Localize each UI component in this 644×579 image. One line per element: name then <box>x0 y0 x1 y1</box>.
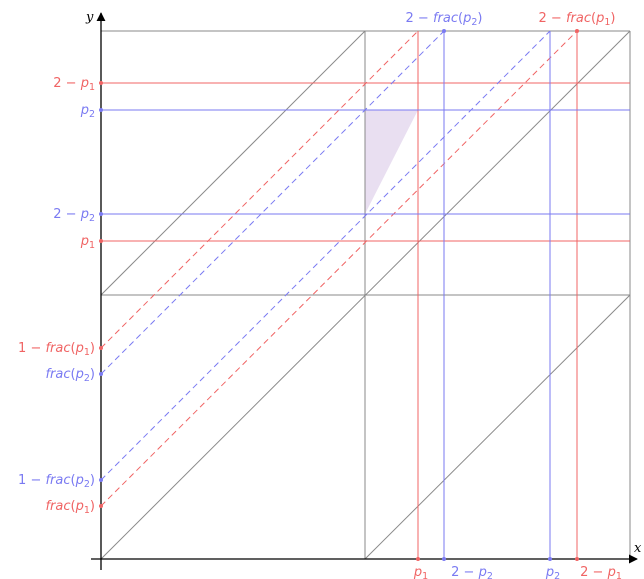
left-label-two-minus-p1: 2 − p1 <box>53 76 95 93</box>
left-label-one-minus-frac-p2: 1 − frac(p2) <box>18 473 95 490</box>
red-dashed-lines <box>100 30 578 507</box>
x-axis-label: x <box>634 541 642 556</box>
left-dot-one-minus-frac-p1 <box>99 346 103 350</box>
left-label-p2: p2 <box>80 103 95 120</box>
bottom-labels: p1 2 − p2 p2 2 − p1 <box>413 565 622 579</box>
left-label-one-minus-frac-p1: 1 − frac(p1) <box>18 341 95 358</box>
left-label-p1: p1 <box>80 234 95 251</box>
bottom-label-p1: p1 <box>413 565 428 579</box>
left-dot-frac-p2 <box>99 372 103 376</box>
y-axis-label: y <box>85 10 94 25</box>
red-lines <box>101 31 630 559</box>
bottom-dot-p2 <box>548 557 552 561</box>
dashed-line-one-minus-frac-p1 <box>100 30 419 349</box>
top-label-two-minus-frac-p1: 2 − frac(p1) <box>539 11 616 28</box>
axes: x y <box>85 10 642 570</box>
top-label-two-minus-frac-p2: 2 − frac(p2) <box>406 11 483 28</box>
shaded-region <box>365 110 418 214</box>
bottom-dot-p1 <box>416 557 420 561</box>
dashed-line-one-minus-frac-p2 <box>100 30 551 481</box>
left-label-frac-p2: frac(p2) <box>45 367 95 384</box>
bottom-label-p2: p2 <box>545 565 560 579</box>
left-dot-p1 <box>99 239 103 243</box>
diagonal-line-1 <box>100 30 366 296</box>
tick-dots <box>99 29 579 561</box>
bottom-label-two-minus-p1: 2 − p1 <box>580 565 622 579</box>
left-dot-p2 <box>99 108 103 112</box>
left-dot-two-minus-p2 <box>99 212 103 216</box>
left-dot-frac-p1 <box>99 504 103 508</box>
bottom-dot-two-minus-p2 <box>442 557 446 561</box>
bottom-label-two-minus-p2: 2 − p2 <box>451 565 493 579</box>
blue-dashed-lines <box>100 30 551 481</box>
dashed-line-frac-p2 <box>100 30 445 375</box>
dashed-line-frac-p1 <box>100 30 578 507</box>
top-labels: 2 − frac(p2) 2 − frac(p1) <box>406 11 616 28</box>
top-dot-two-minus-frac-p1 <box>575 29 579 33</box>
diagonal-line-3 <box>364 294 631 560</box>
left-dot-two-minus-p1 <box>99 81 103 85</box>
bottom-dot-two-minus-p1 <box>575 557 579 561</box>
grid-lines <box>100 30 631 560</box>
left-label-two-minus-p2: 2 − p2 <box>53 207 95 224</box>
diagonal-line-2 <box>100 30 631 560</box>
left-dot-one-minus-frac-p2 <box>99 478 103 482</box>
top-dot-two-minus-frac-p2 <box>442 29 446 33</box>
left-label-frac-p1: frac(p1) <box>45 499 95 516</box>
left-labels: 2 − p1 p2 2 − p2 p1 1 − frac(p1) frac(p2) 1 − … <box>18 76 95 516</box>
